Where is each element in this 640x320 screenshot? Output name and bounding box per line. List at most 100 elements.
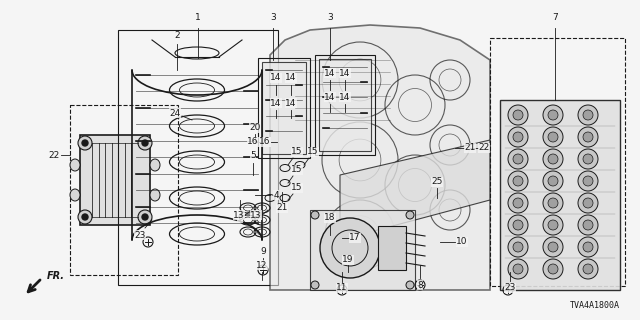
Text: 23: 23 [134,230,146,239]
Ellipse shape [150,159,160,171]
Text: 11: 11 [336,284,348,292]
Text: FR.: FR. [47,271,65,281]
Circle shape [513,132,523,142]
Circle shape [578,259,598,279]
Circle shape [583,264,593,274]
Text: 13: 13 [233,211,244,220]
Circle shape [578,127,598,147]
Circle shape [513,154,523,164]
Ellipse shape [70,159,80,171]
Text: 7: 7 [552,13,558,22]
Text: 14: 14 [339,68,351,77]
Circle shape [513,264,523,274]
Bar [258,58,310,158]
Circle shape [508,193,528,213]
Circle shape [320,218,380,278]
Text: 6: 6 [237,213,243,222]
Text: 25: 25 [431,178,443,187]
Text: 24: 24 [170,108,180,117]
Circle shape [548,176,558,186]
Bar [378,226,406,270]
Bar [80,135,150,225]
Circle shape [513,176,523,186]
Circle shape [142,140,148,146]
Text: 21: 21 [464,143,476,153]
Circle shape [583,176,593,186]
Circle shape [543,193,563,213]
Circle shape [513,110,523,120]
Text: 3: 3 [270,13,276,22]
Circle shape [508,259,528,279]
Text: 12: 12 [256,260,268,269]
Text: 17: 17 [349,234,361,243]
Text: 3: 3 [327,13,333,22]
Circle shape [578,149,598,169]
Text: 22: 22 [49,150,60,159]
Circle shape [548,220,558,230]
Circle shape [543,105,563,125]
Text: 20: 20 [250,124,260,132]
Circle shape [548,264,558,274]
Bar [70,105,178,275]
Circle shape [508,105,528,125]
Circle shape [508,171,528,191]
Text: TVA4A1800A: TVA4A1800A [570,301,620,310]
Text: 15: 15 [291,165,303,174]
Circle shape [508,127,528,147]
Circle shape [82,214,88,220]
Circle shape [508,149,528,169]
Text: 16: 16 [259,138,271,147]
Bar [490,38,625,286]
Circle shape [578,193,598,213]
Text: 21: 21 [276,204,288,212]
Text: 15: 15 [307,148,319,156]
Circle shape [508,237,528,257]
Circle shape [543,127,563,147]
Circle shape [578,237,598,257]
Ellipse shape [70,189,80,201]
Text: 15: 15 [291,183,303,193]
Circle shape [543,149,563,169]
Bar [319,59,371,151]
Circle shape [583,132,593,142]
Circle shape [311,211,319,219]
Text: 14: 14 [324,92,336,101]
Text: 14: 14 [285,74,297,83]
Bar [500,100,620,290]
Text: 2: 2 [174,31,180,41]
Circle shape [311,281,319,289]
Text: 9: 9 [260,247,266,257]
Ellipse shape [150,189,160,201]
Text: 14: 14 [270,99,282,108]
Circle shape [508,215,528,235]
Circle shape [142,214,148,220]
Circle shape [543,171,563,191]
Circle shape [583,220,593,230]
Circle shape [548,132,558,142]
Text: 16: 16 [247,138,259,147]
Circle shape [578,105,598,125]
Text: 14: 14 [270,74,282,83]
Text: 14: 14 [324,68,336,77]
Circle shape [513,242,523,252]
Circle shape [543,259,563,279]
Circle shape [406,211,414,219]
Text: 8: 8 [417,281,423,290]
Bar [262,62,306,154]
Circle shape [406,281,414,289]
Circle shape [583,154,593,164]
Circle shape [578,215,598,235]
Circle shape [543,215,563,235]
Bar [118,30,278,285]
Text: 4: 4 [273,190,279,199]
Text: 14: 14 [339,92,351,101]
Text: 23: 23 [504,284,516,292]
Circle shape [583,198,593,208]
Text: 19: 19 [342,255,354,265]
Circle shape [138,210,152,224]
Circle shape [578,171,598,191]
Bar [315,55,375,155]
Circle shape [548,154,558,164]
Polygon shape [270,25,490,290]
Circle shape [513,198,523,208]
